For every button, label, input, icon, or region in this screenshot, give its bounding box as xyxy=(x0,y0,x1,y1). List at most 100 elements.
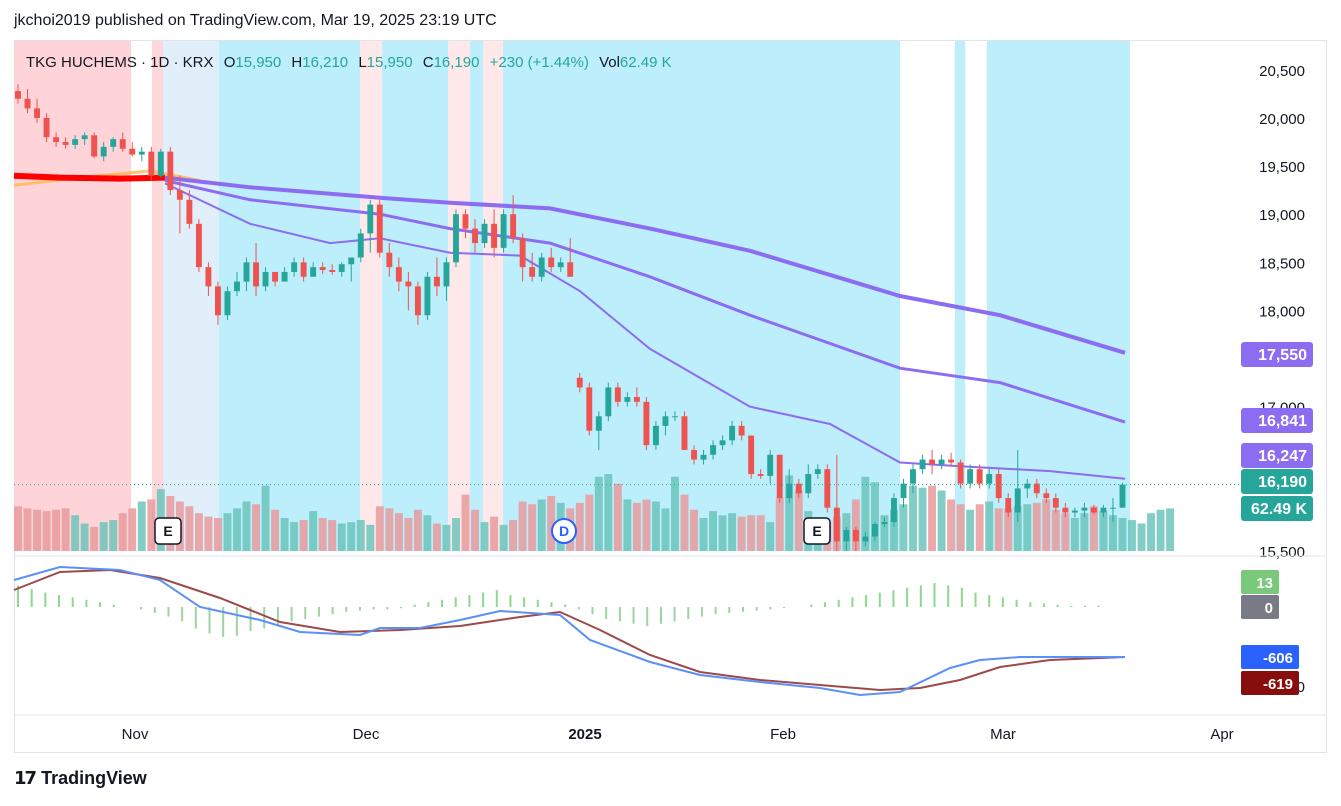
candle-body xyxy=(1033,483,1040,494)
candle-body xyxy=(643,401,650,446)
volume-bar xyxy=(1166,508,1175,551)
volume-bar xyxy=(290,522,299,551)
candle-body xyxy=(567,262,574,277)
candle-body xyxy=(338,264,345,272)
volume-bar xyxy=(623,499,632,551)
candle-body xyxy=(224,291,231,316)
candle-body xyxy=(138,151,145,155)
volume-bar xyxy=(661,508,670,551)
volume-bar xyxy=(309,511,318,551)
candle-body xyxy=(367,204,374,234)
svg-text:62.49 K: 62.49 K xyxy=(1251,501,1307,518)
candle-body xyxy=(662,416,669,426)
volume-bar xyxy=(23,508,32,551)
volume-bar xyxy=(509,520,518,551)
volume-bar xyxy=(1080,513,1089,551)
volume-bar xyxy=(890,509,898,551)
x-axis-label: 2025 xyxy=(568,726,601,743)
volume-bar xyxy=(147,499,156,551)
svg-text:13: 13 xyxy=(1256,575,1273,592)
candle-body xyxy=(986,474,993,484)
candle-body xyxy=(376,204,383,253)
volume-bar xyxy=(709,511,718,551)
tradingview-footer[interactable]: 𝟭𝟳 TradingView xyxy=(14,768,147,789)
candle-body xyxy=(281,271,288,282)
volume-bar xyxy=(1118,518,1127,551)
legend-symbol[interactable]: TKG HUCHEMS · 1D · KRX xyxy=(26,54,214,71)
volume-bar xyxy=(137,501,146,551)
volume-bar xyxy=(585,494,594,551)
volume-bar xyxy=(366,524,375,551)
volume-bar xyxy=(918,487,927,551)
volume-bar xyxy=(775,497,784,551)
volume-bar xyxy=(651,501,660,551)
volume-bar xyxy=(14,506,22,551)
candle-body xyxy=(1119,484,1126,508)
candle-body xyxy=(538,257,545,277)
x-axis-label: Nov xyxy=(122,726,149,743)
candle-body xyxy=(34,108,40,118)
candle-body xyxy=(624,397,631,402)
macd-badge: -606 xyxy=(1241,645,1299,669)
volume-bar xyxy=(956,504,965,551)
macd-badge: 13 xyxy=(1241,570,1279,594)
volume-bar xyxy=(194,513,203,551)
candle-body xyxy=(881,522,888,525)
candle-body xyxy=(529,267,536,277)
candle-body xyxy=(405,281,412,287)
legend-volume: Vol62.49 K xyxy=(599,54,672,71)
candle-body xyxy=(1024,483,1031,489)
volume-bar xyxy=(242,501,251,551)
candle-body xyxy=(424,276,431,316)
volume-bar xyxy=(642,499,651,551)
event-marker-e: E xyxy=(803,517,831,545)
event-marker-e: E xyxy=(154,517,182,545)
candle-body xyxy=(462,214,469,229)
candle-body xyxy=(1052,498,1059,508)
candle-body xyxy=(453,214,459,263)
candle-body xyxy=(757,474,764,476)
ma-short-line xyxy=(164,182,1126,480)
candle-body xyxy=(995,474,1002,499)
tradingview-logo-icon: 𝟭𝟳 xyxy=(14,768,37,788)
candle-body xyxy=(510,214,517,239)
candle-body xyxy=(53,137,60,143)
candle-body xyxy=(348,257,355,265)
candle-body xyxy=(148,151,155,176)
volume-bar xyxy=(671,476,679,551)
price-badge: 16,190 xyxy=(1241,469,1313,494)
volume-bar xyxy=(347,522,356,551)
price-badge: 62.49 K xyxy=(1241,496,1313,521)
background-band xyxy=(987,41,1130,551)
volume-bar xyxy=(632,502,641,551)
candle-body xyxy=(100,146,107,157)
volume-bar xyxy=(1051,509,1060,551)
candle-body xyxy=(129,148,136,155)
price-tick-label: 20,500 xyxy=(1259,63,1305,80)
volume-bar xyxy=(909,485,917,551)
volume-bar xyxy=(756,515,765,551)
volume-bar xyxy=(480,522,489,551)
candle-body xyxy=(15,91,21,99)
volume-bar xyxy=(880,515,889,551)
candle-body xyxy=(491,223,498,248)
volume-bar xyxy=(985,501,994,551)
symbol-legend: TKG HUCHEMS · 1D · KRX O15,950 H16,210 L… xyxy=(26,54,678,71)
volume-bar xyxy=(699,518,708,551)
x-axis-label: Feb xyxy=(770,726,796,743)
volume-bar xyxy=(185,506,194,551)
background-band xyxy=(470,41,483,551)
candle-body xyxy=(157,151,164,176)
volume-bar xyxy=(61,508,70,551)
volume-bar xyxy=(432,523,441,551)
volume-bar xyxy=(394,513,403,551)
candle-body xyxy=(805,474,812,494)
candle-body xyxy=(1081,507,1088,511)
volume-bar xyxy=(318,518,327,551)
candle-body xyxy=(938,459,945,465)
svg-text:-619: -619 xyxy=(1263,676,1293,693)
candle-body xyxy=(871,524,878,537)
candle-body xyxy=(700,454,707,460)
volume-bar xyxy=(404,518,413,551)
